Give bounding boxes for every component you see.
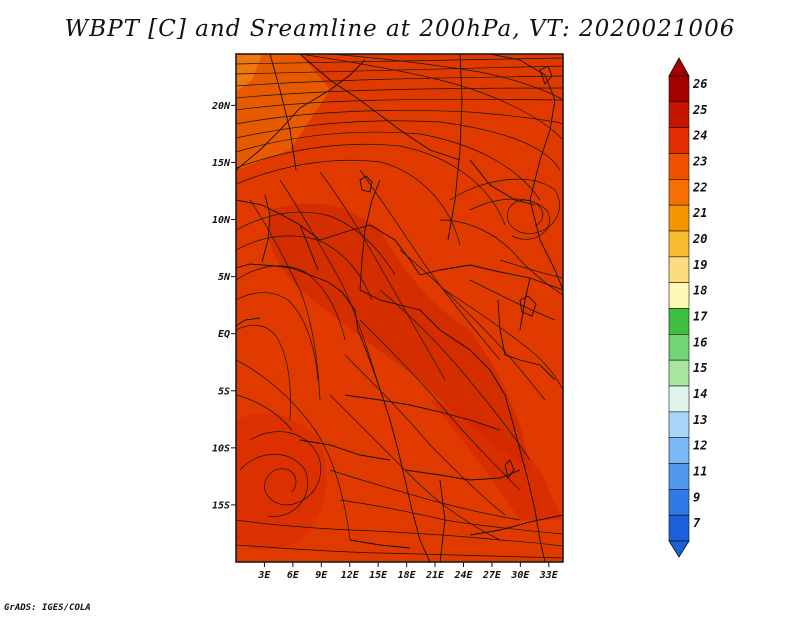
lon-tick-label: 24E	[453, 570, 473, 581]
hot-region-southwest	[236, 413, 327, 550]
warm-region-northwest	[236, 54, 330, 170]
lat-tick-label: 15N	[212, 158, 231, 169]
colorbar-swatch	[668, 282, 690, 309]
lat-tick-label: 10N	[212, 215, 231, 226]
colorbar-swatch	[668, 179, 690, 206]
colorbar-swatch	[668, 411, 690, 438]
colorbar-label: 26	[692, 77, 707, 91]
country-borders	[236, 54, 563, 562]
lakes	[359, 65, 553, 480]
colorbar-swatch	[668, 463, 690, 490]
longitude-axis: 3E 6E 9E 12E 15E 18E 21E 24E 27E 30E 33E	[257, 562, 559, 581]
lat-tick-label: 5N	[218, 272, 231, 283]
lat-tick-label: EQ	[218, 329, 230, 340]
colorbar-swatch	[668, 101, 690, 128]
lon-tick-label: 33E	[539, 570, 559, 581]
colorbar-top-arrow	[668, 57, 690, 77]
lon-tick-label: 21E	[425, 570, 445, 581]
grads-credit: GrADS: IGES/COLA	[4, 603, 91, 613]
colorbar-swatch	[668, 514, 690, 542]
colorbar-label: 24	[692, 129, 707, 143]
colorbar-swatch	[668, 334, 690, 361]
lon-tick-label: 6E	[287, 570, 300, 581]
colorbar-swatch	[668, 385, 690, 413]
colorbar-label: 12	[693, 439, 707, 453]
hot-region-central	[268, 203, 530, 471]
lon-tick-label: 12E	[341, 570, 360, 581]
chart-title: WBPT [C] and Sreamline at 200hPa, VT: 20…	[64, 16, 736, 42]
map-panel	[236, 54, 563, 562]
colorbar-label: 19	[693, 258, 707, 272]
lon-tick-label: 9E	[315, 570, 328, 581]
colorbar-bottom-arrow	[668, 540, 690, 558]
colorbar-swatch	[668, 489, 690, 516]
colorbar-swatch	[668, 127, 690, 154]
colorbar-label: 17	[693, 310, 708, 324]
latitude-axis: 20N 15N 10N 5N EQ 5S 10S 15S	[211, 101, 236, 511]
lon-tick-label: 27E	[482, 570, 502, 581]
colorbar-label: 21	[692, 206, 707, 220]
colorbar-swatch	[668, 256, 690, 283]
map-frame	[235, 53, 564, 563]
lon-tick-label: 15E	[369, 570, 388, 581]
colorbar-label: 20	[692, 232, 707, 246]
colorbar-swatch	[668, 75, 690, 103]
colorbar: 26 25 24 23 22 21 20 19 18 17 16 15 14 13 12 11 9 7	[668, 57, 708, 558]
colorbar-swatch	[668, 153, 690, 180]
colorbar-label: 16	[693, 335, 707, 349]
colorbar-swatch	[668, 359, 690, 387]
lat-tick-label: 20N	[211, 101, 231, 112]
streamlines	[236, 54, 563, 559]
colorbar-swatch	[668, 437, 690, 464]
lat-tick-label: 10S	[212, 443, 230, 454]
colorbar-label: 9	[693, 490, 700, 504]
colorbar-swatch	[668, 308, 690, 335]
colorbar-label: 13	[693, 413, 707, 427]
colorbar-label: 22	[692, 180, 707, 194]
colorbar-label: 18	[693, 284, 707, 298]
colorbar-label: 23	[692, 155, 707, 169]
colorbar-label: 25	[692, 103, 707, 117]
colorbar-label: 7	[693, 516, 701, 530]
lat-tick-label: 5S	[218, 386, 230, 397]
lon-tick-label: 30E	[510, 570, 530, 581]
colorbar-swatch	[668, 204, 690, 232]
hot-region-southeast	[430, 400, 563, 520]
lon-tick-label: 18E	[398, 570, 417, 581]
colorbar-label: 15	[693, 361, 707, 375]
colorbar-swatch	[668, 230, 690, 258]
lat-tick-label: 15S	[212, 500, 230, 511]
colorbar-label: 11	[693, 465, 707, 479]
lon-tick-label: 3E	[257, 570, 271, 581]
colorbar-label: 14	[693, 387, 707, 401]
